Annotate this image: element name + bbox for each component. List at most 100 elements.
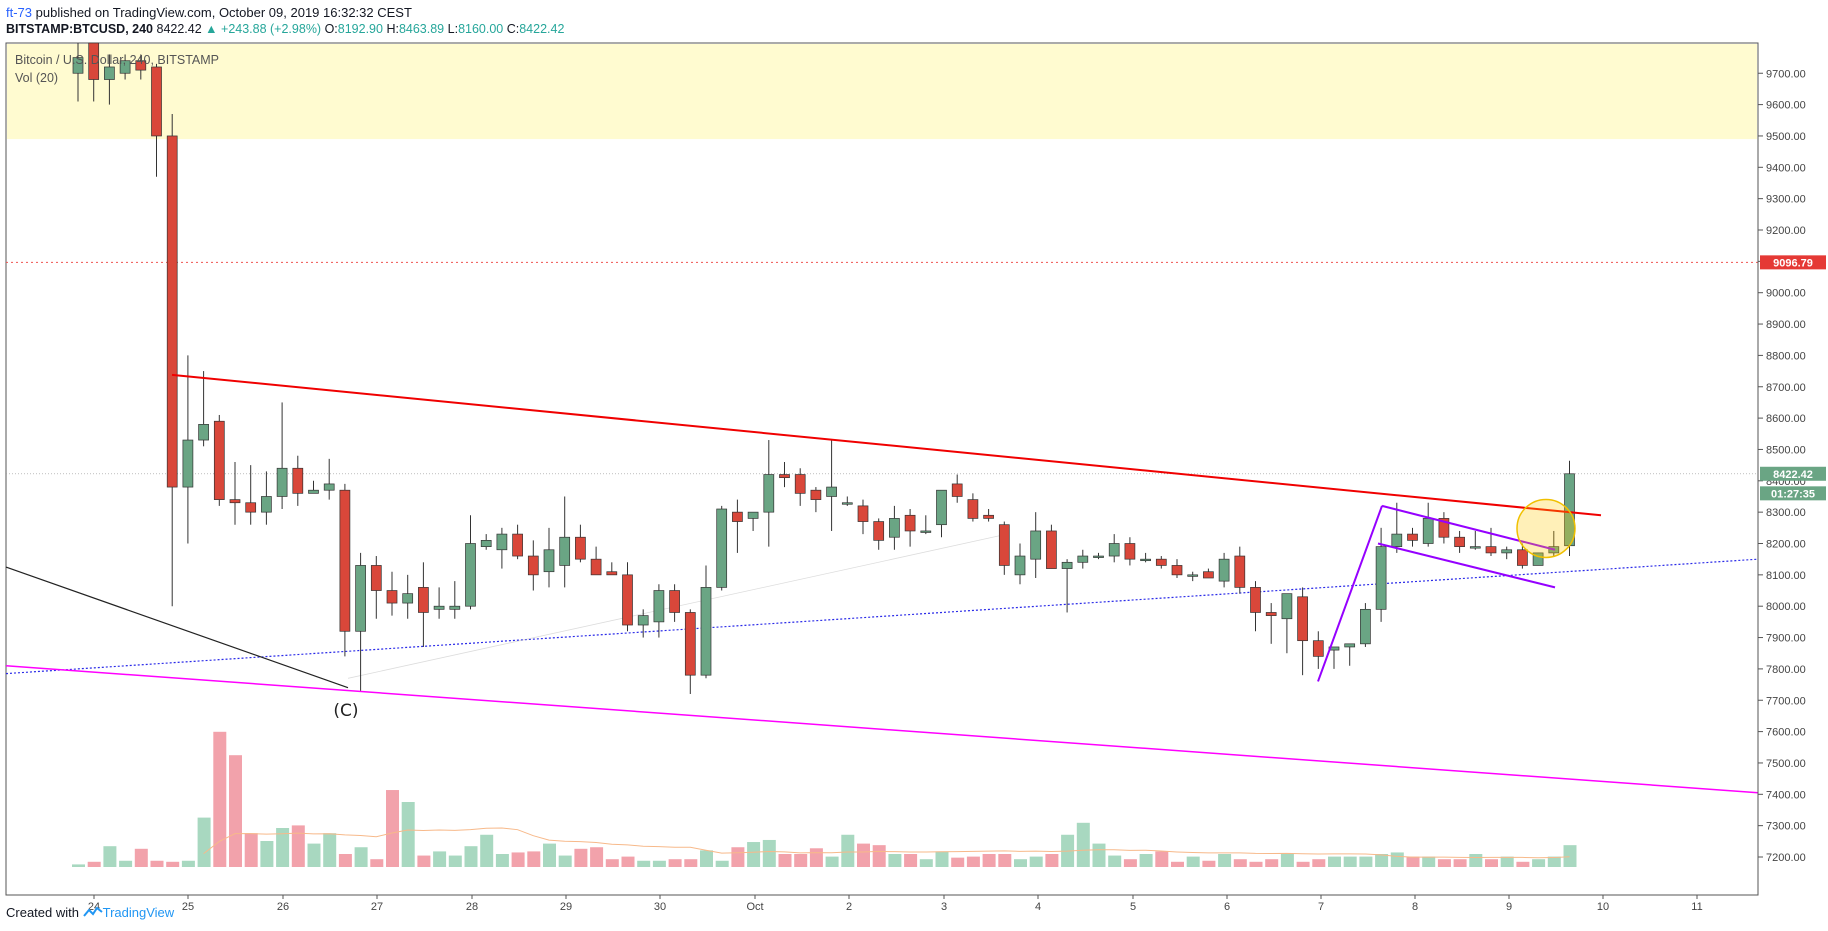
x-tick-label: 4 (1035, 901, 1041, 913)
volume-bar (605, 859, 619, 867)
candle-body (1344, 643, 1356, 648)
y-tick-label: 7600.00 (1766, 727, 1806, 739)
candle-body (810, 489, 822, 500)
volume-bar (1155, 851, 1169, 867)
candle-body (213, 420, 225, 500)
volume-bar (951, 857, 965, 867)
candle-body (355, 565, 366, 632)
candle-body (889, 518, 900, 538)
volume-bar (841, 834, 855, 867)
volume-ma-line (203, 827, 1570, 859)
candle-body (1203, 571, 1214, 579)
candle-body (88, 42, 100, 80)
open-value: 8192.90 (337, 22, 383, 36)
tradingview-link[interactable]: TradingView (102, 905, 175, 920)
volume-bar (448, 855, 462, 867)
candle-body (418, 587, 429, 613)
countdown-label-bg (1760, 486, 1826, 501)
x-tick-label: 25 (182, 901, 194, 913)
candle-body (873, 521, 885, 541)
wave-annotation: (C) (333, 701, 358, 721)
candle-body (1093, 555, 1104, 558)
candle-body (1375, 546, 1387, 610)
candle-body (684, 612, 696, 676)
volume-bar (1390, 852, 1404, 867)
x-tick-label: Oct (746, 901, 763, 913)
volume-bar (1218, 854, 1232, 867)
volume-bar (998, 854, 1012, 867)
candle-body (1234, 555, 1246, 588)
volume-bar (495, 854, 509, 867)
candle-body (386, 590, 398, 604)
high-label: H: (386, 22, 399, 36)
volume-bar (1108, 855, 1122, 867)
candle-body (1501, 549, 1513, 554)
candle-body (1281, 593, 1293, 620)
volume-bar (1563, 845, 1577, 867)
x-tick-label: 28 (466, 901, 478, 913)
candle-body (1454, 536, 1465, 547)
dotted-trendline (5, 558, 1759, 675)
candle-body (339, 489, 351, 632)
author-link[interactable]: ft-73 (6, 5, 33, 20)
volume-bar (1233, 859, 1247, 867)
candle-body (1108, 543, 1120, 557)
x-tick-label: 9 (1506, 901, 1512, 913)
candle-body (182, 439, 194, 488)
candle-body (119, 60, 131, 74)
candle-body (967, 499, 979, 519)
price-change: ▲ +243.88 (+2.98%) (205, 22, 322, 36)
x-tick-label: 8 (1412, 901, 1418, 913)
candle-body (653, 590, 665, 623)
candles (72, 42, 1575, 694)
candle-body (763, 474, 775, 513)
candle-body (527, 555, 539, 576)
y-tick-label: 7900.00 (1766, 633, 1806, 645)
candle-body (1265, 612, 1277, 616)
volume-bar (1171, 861, 1184, 867)
time-axis[interactable]: 24 25 26 27 28 29 30 Oct 2 3 4 5 6 7 8 9 10 11 (88, 895, 1703, 913)
quote-line: BITSTAMP:BTCUSD, 240 8422.42 ▲ +243.88 (… (6, 21, 564, 38)
last-price-label-bg (1760, 466, 1826, 481)
candle-body (1422, 518, 1434, 544)
candle-body (841, 502, 853, 505)
x-tick-label: 29 (560, 901, 572, 913)
candle-body (1469, 546, 1481, 549)
volume-bar (966, 856, 980, 867)
candle-body (229, 499, 241, 504)
candle-body (135, 60, 147, 71)
volume-bar (244, 833, 258, 867)
candle-body (1218, 558, 1230, 582)
x-tick-label: 26 (277, 901, 289, 913)
x-tick-label: 6 (1224, 901, 1230, 913)
volume-bar (668, 859, 682, 867)
candle-body (904, 514, 916, 532)
countdown-label: 01:27:35 (1771, 488, 1815, 500)
y-tick-label: 7300.00 (1766, 821, 1806, 833)
candle-body (1297, 596, 1308, 642)
candle-body (1046, 530, 1057, 569)
x-tick-label: 5 (1130, 901, 1136, 913)
legend-volume: Vol (20) (15, 71, 58, 85)
y-tick-label: 7800.00 (1766, 664, 1806, 676)
candle-body (1391, 533, 1403, 547)
volume-bar (1076, 822, 1090, 867)
volume-bar (794, 854, 808, 867)
volume-bar (825, 856, 839, 867)
y-tick-label: 8500.00 (1766, 444, 1806, 456)
candle-body (1532, 552, 1544, 566)
y-tick-label: 8800.00 (1766, 350, 1806, 362)
volume-bar (433, 851, 447, 867)
volume-bar (1547, 856, 1561, 867)
volume-bar (715, 860, 729, 867)
candle-body (1155, 558, 1167, 566)
candle-body (716, 508, 728, 588)
y-tick-label: 7400.00 (1766, 789, 1806, 801)
candle-body (669, 590, 680, 613)
candle-body (1014, 555, 1026, 576)
candle-body (637, 615, 649, 626)
candle-body (198, 424, 209, 441)
candle-body (606, 571, 618, 576)
candle-body (826, 486, 837, 497)
